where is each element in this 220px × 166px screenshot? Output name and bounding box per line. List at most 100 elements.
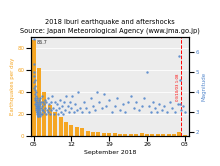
Point [126,101,130,104]
Point [37,107,40,110]
Point [171,107,174,110]
Point [77,91,80,94]
Point [40,95,44,98]
Point [37,101,40,104]
Point [100,107,103,110]
Bar [123,134,127,136]
Point [53,101,56,104]
Bar [140,133,144,136]
Point [39,113,43,116]
Point [181,105,185,108]
Point [37,111,40,114]
Point [35,109,38,112]
Point [46,111,50,114]
Point [34,101,38,104]
Bar [80,128,84,136]
Bar [118,134,122,136]
Point [147,105,150,108]
Point [179,109,183,112]
Point [35,111,39,114]
Point [49,101,52,104]
Point [33,99,37,102]
Text: 03/10/03 1:08: 03/10/03 1:08 [176,74,180,101]
Point [33,103,37,106]
Point [124,111,127,114]
Point [51,107,55,110]
Point [50,109,53,112]
Title: 2018 Iburi earthquake and aftershocks
Source: Japan Meteorological Agency (www.j: 2018 Iburi earthquake and aftershocks So… [20,19,200,34]
Point [178,55,181,58]
Point [113,105,116,108]
Point [50,95,54,98]
Point [59,111,63,114]
Point [91,105,95,108]
Bar [75,127,79,136]
Bar [53,112,57,136]
Point [134,101,138,104]
Point [41,101,45,104]
Point [33,93,36,96]
Point [153,107,157,110]
Point [34,107,38,110]
Point [33,85,37,88]
Bar [31,40,36,136]
Bar [86,131,90,136]
Bar [64,122,68,136]
Bar [69,125,73,136]
Point [42,109,45,112]
Bar [42,92,46,136]
Point [61,105,64,108]
Point [98,101,101,104]
Point [48,107,51,110]
Point [62,101,66,104]
Bar [59,117,62,136]
Point [33,79,37,82]
Point [163,105,166,108]
Point [69,107,73,110]
Point [65,95,68,98]
Point [183,111,187,114]
Point [44,113,48,116]
Point [33,81,36,84]
Point [35,97,39,100]
Bar [91,132,95,136]
Point [34,105,37,108]
Point [116,97,119,100]
Bar [178,132,182,136]
Bar [107,133,111,136]
Bar [161,134,165,136]
Point [67,111,70,114]
Point [72,111,75,114]
Point [121,103,125,106]
Point [42,111,46,114]
Point [36,113,40,116]
Point [178,103,182,106]
Point [85,107,88,110]
Point [32,63,36,66]
Point [32,75,36,78]
Point [78,107,82,110]
Point [132,107,135,110]
Point [37,113,41,116]
X-axis label: September 2018: September 2018 [84,150,136,155]
Point [56,113,60,116]
Point [80,111,84,114]
Point [41,113,44,116]
Point [178,79,182,82]
Point [73,103,77,106]
Bar [129,134,133,136]
Point [37,105,41,108]
Point [48,113,51,116]
Point [38,115,41,118]
Point [45,109,49,112]
Y-axis label: Earthquakes per day: Earthquakes per day [10,58,15,115]
Point [35,107,39,110]
Point [118,109,122,112]
Point [38,103,42,106]
Point [165,111,169,114]
Bar [156,134,160,136]
Point [35,105,38,108]
Point [173,111,177,114]
Point [145,71,149,74]
Point [36,115,39,118]
